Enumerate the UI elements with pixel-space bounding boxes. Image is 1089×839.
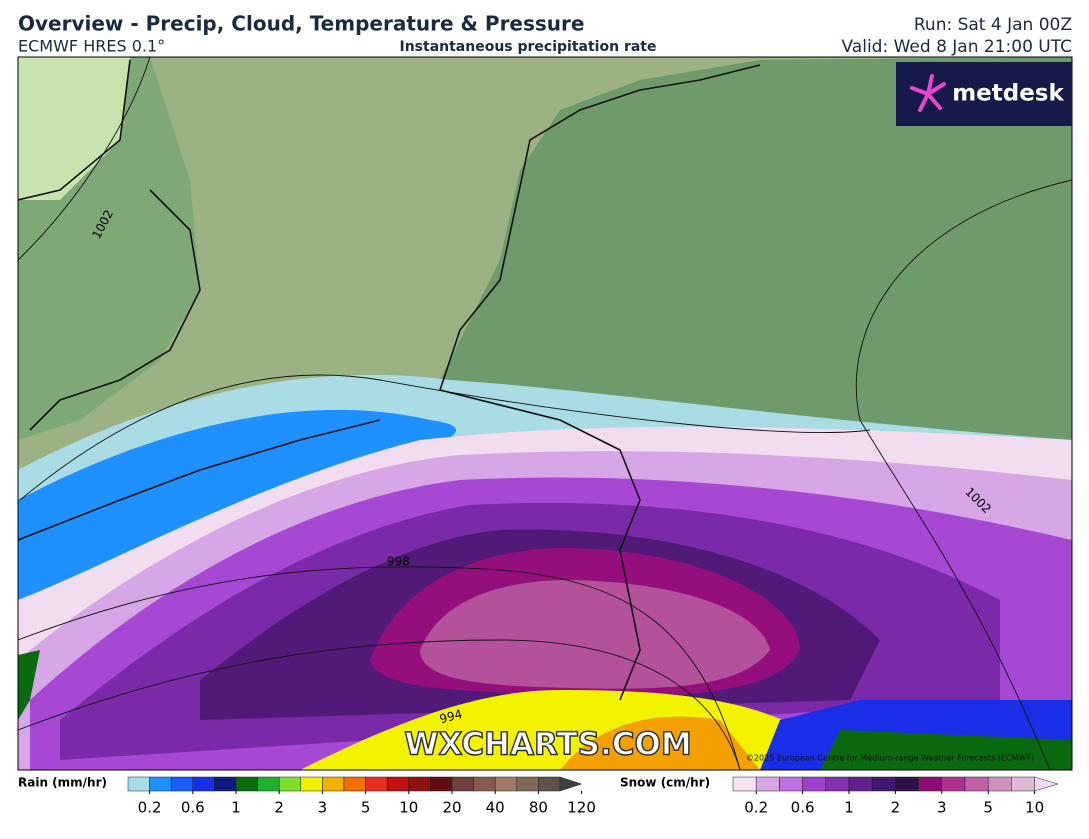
isobars [18, 57, 1072, 770]
color-swatch [871, 776, 896, 792]
land [440, 57, 1072, 450]
precip [560, 716, 760, 770]
color-swatch [473, 776, 496, 792]
color-swatch [848, 776, 873, 792]
copyright: ©2025 European Centre for Medium-range W… [746, 754, 1034, 763]
tick-label: 1 [844, 799, 854, 817]
color-swatch [755, 776, 780, 792]
color-arrow [559, 776, 583, 792]
tick-label: 40 [486, 799, 505, 817]
tick-label: 5 [361, 799, 371, 817]
tick-label: 0.6 [181, 799, 205, 817]
tick-label: 0.2 [138, 799, 162, 817]
color-swatch [918, 776, 943, 792]
color-swatch [127, 776, 150, 792]
model: ECMWF HRES 0.1° [18, 37, 165, 56]
watermark: WXCHARTS.COM [404, 727, 691, 763]
land [18, 57, 130, 200]
isobar-label: 994 [438, 707, 464, 726]
color-swatch [235, 776, 258, 792]
color-swatch [941, 776, 966, 792]
color-swatch [192, 776, 215, 792]
color-swatch [408, 776, 431, 792]
tick-label: 3 [937, 799, 947, 817]
color-swatch [825, 776, 850, 792]
color-swatch [386, 776, 410, 792]
tick-label: 0.2 [744, 799, 768, 817]
color-arrow [1034, 776, 1059, 792]
tick-label: 5 [983, 799, 993, 817]
color-swatch [343, 776, 366, 792]
tick-label: 20 [442, 799, 461, 817]
tick-label: 1 [231, 799, 241, 817]
colorbars: 0.2 0.6 1 2 3 5 10 20 40 80 120 0.2 0.6 1 2 3 5 10 [127, 776, 1059, 817]
tick-label: 2 [891, 799, 901, 817]
rain-label: Rain (mm/hr) [18, 776, 107, 790]
color-swatch [257, 776, 280, 792]
valid: Valid: Wed 8 Jan 21:00 UTC [842, 37, 1073, 57]
color-swatch [1011, 776, 1035, 792]
precip [820, 730, 1072, 770]
color-swatch [365, 776, 388, 792]
color-swatch [987, 776, 1012, 792]
color-swatch [214, 776, 237, 792]
tick-label: 2 [274, 799, 284, 817]
tick-label: 10 [1025, 799, 1044, 817]
tick-label: 0.6 [791, 799, 815, 817]
color-swatch [278, 776, 302, 792]
color-swatch [300, 776, 323, 792]
color-swatch [732, 776, 757, 792]
map-frame [17, 56, 1073, 771]
color-swatch [538, 776, 561, 792]
snow-label: Snow (cm/hr) [620, 776, 710, 790]
logo: metdesk [952, 81, 1064, 107]
precip [420, 580, 770, 689]
color-swatch [895, 776, 919, 792]
color-swatch [430, 776, 453, 792]
color-swatch [170, 776, 194, 792]
tick-label: 10 [399, 799, 418, 817]
color-swatch [451, 776, 474, 792]
color-swatch [964, 776, 989, 792]
coast [18, 59, 761, 701]
color-swatch [149, 776, 172, 792]
color-swatch [802, 776, 827, 792]
run: Run: Sat 4 Jan 00Z [914, 15, 1072, 35]
logo-icon [910, 74, 946, 112]
color-swatch [779, 776, 803, 792]
isobar-label: 998 [387, 555, 410, 569]
map: 1002 998 994 1002 WXCHARTS.COM ©2025 Eur… [17, 56, 1073, 771]
tick-label: 120 [567, 799, 596, 817]
color-swatch [322, 776, 345, 792]
precip [18, 650, 40, 720]
product: Instantaneous precipitation rate [400, 39, 657, 55]
color-swatch [516, 776, 539, 792]
title: Overview - Precip, Cloud, Temperature & … [18, 12, 584, 36]
color-swatch [494, 776, 518, 792]
tick-label: 80 [529, 799, 548, 817]
tick-label: 3 [318, 799, 328, 817]
